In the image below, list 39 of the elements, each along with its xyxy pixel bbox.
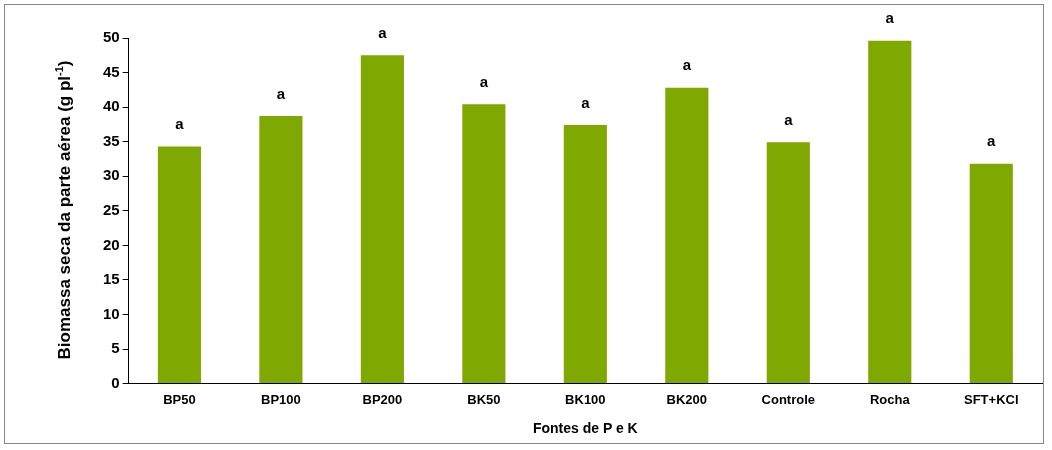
x-tick-label: BP100 bbox=[261, 391, 301, 407]
annotation: a bbox=[175, 115, 185, 133]
annotation: a bbox=[885, 9, 895, 27]
x-tick-label: Controle bbox=[761, 391, 816, 407]
annotation: a bbox=[987, 132, 997, 150]
x-tick-label: BP200 bbox=[362, 391, 403, 407]
x-tick-label: SFT+KCl bbox=[963, 391, 1019, 407]
x-tick-label: BK50 bbox=[467, 391, 501, 407]
y-tick-label: 50 bbox=[103, 28, 120, 46]
bar bbox=[157, 146, 201, 384]
y-tick-label: 10 bbox=[103, 304, 120, 322]
annotation: a bbox=[682, 56, 692, 74]
bar bbox=[665, 87, 709, 384]
bar bbox=[868, 40, 912, 384]
annotation: a bbox=[276, 84, 286, 102]
y-tick-label: 25 bbox=[103, 200, 120, 218]
y-tick-label: 0 bbox=[111, 373, 120, 391]
annotation: a bbox=[378, 23, 388, 41]
bar bbox=[766, 142, 810, 384]
bar bbox=[563, 125, 607, 384]
x-tick-label: BP50 bbox=[163, 391, 196, 407]
x-tick-label: BK200 bbox=[666, 391, 708, 407]
x-tick-label: Rocha bbox=[869, 391, 911, 407]
y-tick-label: 45 bbox=[103, 62, 120, 80]
annotation: a bbox=[784, 111, 794, 129]
bar bbox=[969, 163, 1013, 384]
bar bbox=[259, 116, 303, 384]
annotation: a bbox=[479, 73, 489, 90]
y-tick-label: 35 bbox=[103, 131, 120, 149]
y-tick-label: 20 bbox=[103, 235, 120, 253]
y-tick-label: 40 bbox=[103, 97, 120, 115]
y-tick-label: 30 bbox=[103, 166, 120, 184]
annotation: a bbox=[581, 93, 591, 111]
x-axis-title: Fontes de P e K bbox=[532, 420, 638, 437]
bar bbox=[360, 55, 404, 384]
y-tick-label: 15 bbox=[103, 270, 120, 288]
x-tick-label: BK100 bbox=[565, 391, 606, 407]
bar bbox=[462, 104, 506, 384]
y-tick-label: 5 bbox=[111, 339, 120, 357]
